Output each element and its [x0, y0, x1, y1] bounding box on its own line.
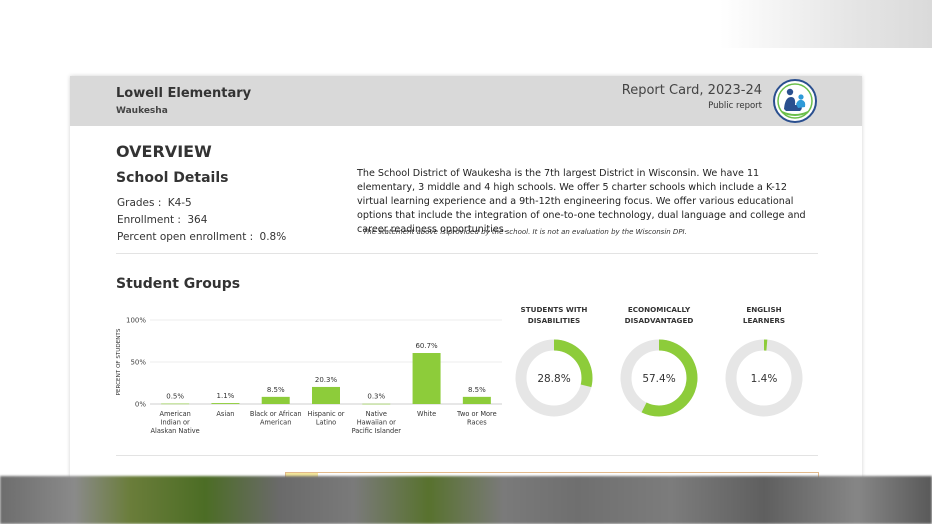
dpi-disclaimer: The statement above is provided by the s…	[363, 228, 687, 236]
donut-value-arc	[725, 339, 803, 417]
bar	[261, 396, 290, 404]
bar-value-label: 8.5%	[468, 386, 486, 394]
report-subtitle: Public report	[708, 101, 762, 111]
bar	[462, 396, 491, 404]
x-tick-label: Indian or	[161, 419, 190, 427]
school-description: The School District of Waukesha is the 7…	[357, 168, 806, 235]
donut-value-arc	[620, 339, 698, 417]
section-divider	[116, 455, 818, 456]
student-groups-heading: Student Groups	[116, 276, 241, 292]
x-tick-label: Black or African	[250, 410, 302, 418]
y-axis-label: PERCENT OF STUDENTS	[116, 328, 122, 395]
bar-value-label: 60.7%	[415, 342, 438, 350]
x-tick-label: Races	[467, 419, 487, 427]
detail-value: 0.8%	[259, 231, 287, 243]
video-lower-blur	[0, 476, 932, 524]
x-tick-label: White	[417, 410, 436, 418]
bar-value-label: 8.5%	[267, 386, 285, 394]
donut-label-line: STUDENTS WITH	[520, 305, 588, 314]
donut-value-text: 57.4%	[642, 373, 675, 385]
donut-label-line: LEARNERS	[742, 316, 786, 325]
detail-grades: Grades : K4-5	[117, 197, 192, 209]
report-header: Lowell Elementary Waukesha Report Card, …	[70, 76, 862, 126]
x-tick-label: American	[260, 419, 291, 427]
dpi-logo-icon	[773, 79, 817, 123]
donut-english: 1.4%	[725, 339, 803, 417]
x-tick-label: Hawaiian or	[357, 419, 396, 427]
report-card-page: Lowell Elementary Waukesha Report Card, …	[70, 76, 862, 496]
donut-label-line: ENGLISH	[746, 305, 782, 314]
x-tick-label: Native	[366, 410, 387, 418]
detail-label: Percent open enrollment :	[117, 231, 254, 243]
x-tick-label: Pacific Islander	[352, 427, 402, 435]
donut-economically: 57.4%	[620, 339, 698, 417]
report-title: Report Card, 2023-24	[621, 83, 762, 98]
backdrop-right	[862, 0, 932, 524]
detail-value: 364	[187, 214, 208, 226]
overview-heading: OVERVIEW	[116, 142, 212, 161]
bar	[161, 403, 190, 405]
school-name: Lowell Elementary	[116, 86, 252, 101]
donut-label-line: DISABILITIES	[527, 316, 581, 325]
y-tick-label: 50%	[130, 359, 146, 367]
y-tick-label: 100%	[126, 317, 146, 325]
detail-enrollment: Enrollment : 364	[117, 214, 207, 226]
bar	[362, 403, 391, 405]
donut-value-text: 28.8%	[537, 373, 570, 385]
bar-value-label: 0.3%	[367, 393, 385, 401]
donut-label-economically: ECONOMICALLY DISADVANTAGED	[615, 304, 703, 326]
x-tick-label: Latino	[316, 419, 336, 427]
student-groups-bar-chart: 100% 50% 0% PERCENT OF STUDENTS 0.5% American…	[116, 317, 502, 435]
detail-label: Grades :	[117, 197, 162, 209]
section-divider	[116, 253, 818, 254]
y-tick-label: 0%	[135, 401, 146, 409]
detail-label: Enrollment :	[117, 214, 181, 226]
donut-label-english: ENGLISH LEARNERS	[720, 304, 808, 326]
bar-value-label: 1.1%	[217, 392, 235, 400]
x-tick-label: Alaskan Native	[151, 427, 200, 435]
donut-value-text: 1.4%	[751, 373, 778, 385]
donut-label-line: ECONOMICALLY	[627, 305, 691, 314]
x-tick-label: American	[159, 410, 190, 418]
donut-value-arc	[515, 339, 593, 417]
school-details-heading: School Details	[116, 170, 229, 186]
backdrop-left	[0, 0, 70, 524]
donut-disabilities: 28.8%	[515, 339, 593, 417]
bar-value-label: 0.5%	[166, 393, 184, 401]
bar	[412, 353, 441, 404]
donut-label-line: DISADVANTAGED	[624, 316, 694, 325]
x-tick-label: Hispanic or	[308, 410, 345, 418]
bar	[211, 403, 240, 404]
detail-open-enrollment: Percent open enrollment : 0.8%	[117, 231, 286, 243]
x-tick-label: Two or More	[456, 410, 497, 418]
x-tick-label: Asian	[216, 410, 234, 418]
school-city: Waukesha	[116, 106, 168, 116]
bar	[312, 386, 340, 404]
bar-value-label: 20.3%	[315, 376, 338, 384]
backdrop-shade	[720, 0, 932, 48]
detail-value: K4-5	[167, 197, 192, 209]
donut-label-disabilities: STUDENTS WITH DISABILITIES	[510, 304, 598, 326]
